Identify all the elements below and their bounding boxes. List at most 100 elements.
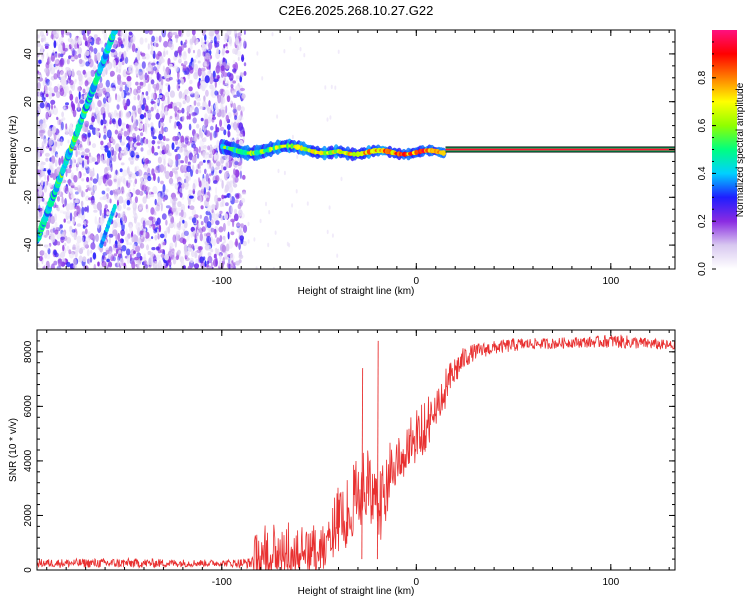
- noise-speckle: [45, 89, 48, 94]
- noise-speckle: [76, 223, 82, 227]
- noise-speckle: [60, 236, 66, 240]
- snr-y-ticks: 0 2000 4000 6000 8000: [23, 329, 675, 573]
- noise-speckle: [122, 169, 128, 177]
- noise-speckle: [94, 234, 100, 242]
- noise-speckle: [340, 176, 343, 182]
- noise-speckle: [37, 103, 41, 108]
- noise-speckle: [189, 205, 195, 210]
- noise-speckle: [92, 178, 98, 184]
- noise-speckle: [143, 139, 147, 145]
- noise-speckle: [101, 190, 106, 195]
- noise-speckle: [185, 175, 189, 184]
- noise-speckle: [106, 258, 110, 263]
- noise-speckle: [174, 239, 177, 248]
- noise-speckle: [77, 86, 81, 92]
- noise-speckle: [199, 195, 202, 203]
- noise-speckle: [158, 260, 162, 267]
- noise-speckle: [172, 31, 178, 36]
- noise-speckle: [90, 199, 96, 206]
- noise-speckle: [186, 165, 192, 173]
- noise-speckle: [206, 197, 210, 202]
- noise-speckle: [54, 159, 58, 167]
- noise-speckle: [74, 78, 77, 83]
- noise-speckle: [38, 123, 44, 129]
- noise-speckle: [188, 123, 192, 131]
- noise-speckle: [105, 187, 110, 192]
- noise-speckle: [237, 104, 242, 111]
- noise-speckle: [160, 202, 163, 212]
- noise-speckle: [196, 249, 202, 254]
- noise-speckle: [158, 88, 162, 95]
- noise-speckle: [203, 215, 209, 224]
- noise-speckle: [117, 232, 120, 242]
- noise-speckle: [185, 95, 191, 104]
- noise-speckle: [153, 229, 158, 234]
- carrier-blob: [286, 143, 290, 149]
- noise-speckle: [171, 168, 176, 173]
- noise-speckle: [167, 84, 171, 93]
- noise-speckle: [144, 37, 148, 43]
- noise-speckle: [98, 88, 104, 95]
- noise-speckle: [143, 112, 147, 118]
- noise-speckle: [62, 105, 66, 110]
- noise-speckle: [205, 130, 211, 137]
- noise-speckle: [208, 31, 211, 36]
- noise-speckle: [78, 248, 84, 255]
- noise-speckle: [191, 250, 195, 258]
- noise-speckle: [207, 252, 212, 257]
- noise-speckle: [211, 208, 214, 214]
- noise-speckle: [59, 210, 64, 214]
- noise-speckle: [182, 100, 186, 105]
- noise-speckle: [134, 196, 138, 204]
- noise-speckle: [181, 257, 185, 265]
- noise-speckle: [220, 215, 224, 221]
- noise-speckle: [179, 216, 183, 223]
- noise-speckle: [89, 124, 94, 130]
- noise-speckle: [202, 151, 206, 158]
- noise-speckle: [126, 128, 130, 136]
- noise-speckle: [223, 35, 228, 43]
- noise-speckle: [165, 219, 168, 226]
- noise-speckle: [44, 101, 48, 109]
- noise-speckle: [223, 44, 226, 49]
- noise-speckle: [84, 206, 88, 212]
- noise-speckle: [163, 71, 167, 79]
- noise-speckle: [80, 74, 84, 82]
- noise-speckle: [52, 106, 59, 116]
- noise-speckle: [172, 234, 177, 243]
- noise-speckle: [75, 191, 79, 195]
- noise-speckle: [45, 106, 50, 111]
- noise-speckle: [176, 222, 181, 228]
- noise-speckle: [56, 69, 61, 79]
- noise-speckle: [137, 169, 143, 177]
- noise-speckle: [74, 198, 80, 204]
- noise-speckle: [121, 238, 124, 244]
- noise-speckle: [73, 232, 77, 241]
- noise-speckle: [189, 195, 194, 199]
- noise-speckle: [204, 168, 207, 175]
- noise-speckle: [133, 96, 137, 101]
- noise-speckle: [223, 213, 229, 220]
- noise-speckle: [66, 261, 71, 268]
- noise-speckle: [232, 108, 237, 114]
- noise-speckle: [117, 259, 120, 267]
- noise-speckle: [169, 76, 173, 81]
- noise-speckle: [177, 249, 181, 255]
- noise-speckle: [122, 214, 127, 223]
- noise-speckle: [165, 170, 170, 180]
- noise-speckle: [180, 135, 185, 144]
- noise-speckle: [170, 197, 173, 204]
- noise-speckle: [132, 207, 137, 216]
- noise-speckle: [213, 228, 217, 234]
- noise-speckle: [237, 115, 241, 120]
- noise-speckle: [165, 138, 170, 142]
- noise-speckle: [108, 174, 112, 179]
- noise-speckle: [69, 187, 73, 193]
- noise-speckle: [224, 256, 230, 260]
- noise-speckle: [91, 115, 95, 123]
- colorbar-ticks: 0.0 0.2 0.4 0.6 0.8: [697, 41, 716, 276]
- noise-speckle: [236, 50, 242, 57]
- noise-speckle: [238, 122, 244, 131]
- noise-speckle: [216, 248, 220, 256]
- noise-speckle: [63, 58, 66, 65]
